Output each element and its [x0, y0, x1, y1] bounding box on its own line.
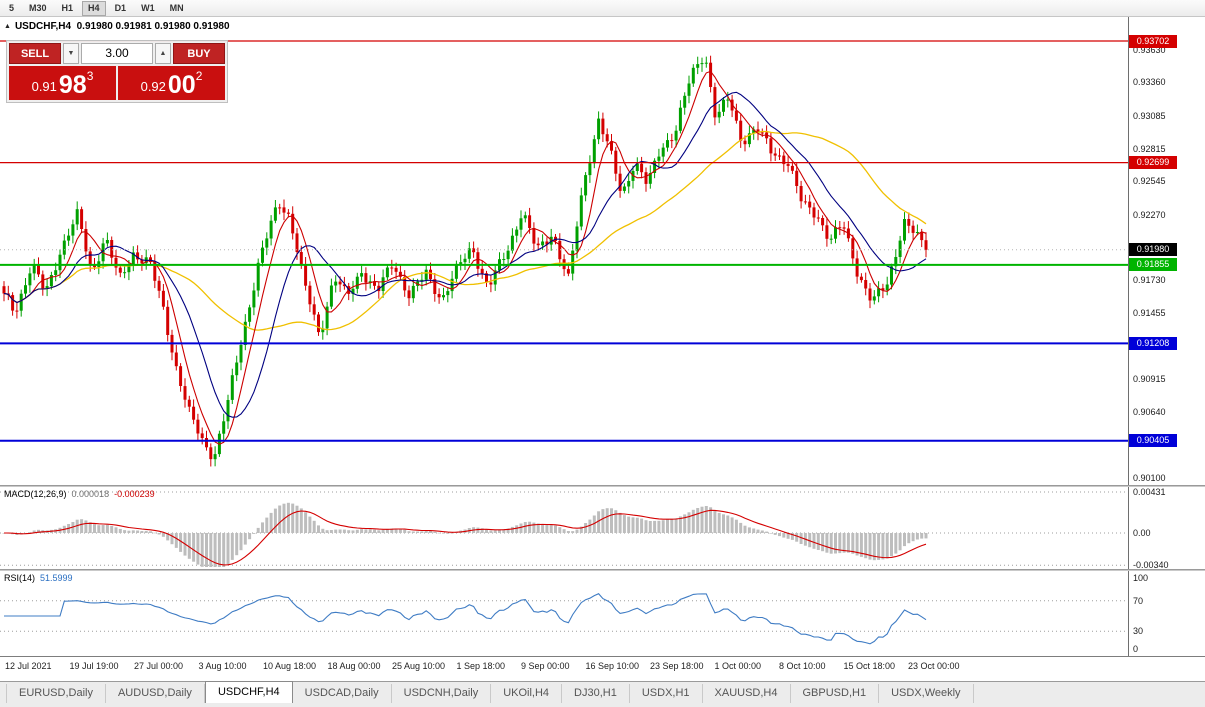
one-click-trade-panel: SELL ▼ 3.00 ▲ BUY 0.91 98 3 0.92 00 2 — [6, 40, 228, 103]
time-axis[interactable]: 12 Jul 2021 19 Jul 19:00 27 Jul 00:00 3 Aug… — [0, 656, 1205, 681]
rsi-line — [4, 593, 927, 645]
timeframe-button-mn[interactable]: MN — [169, 2, 184, 13]
price-axis[interactable] — [1128, 17, 1205, 656]
price-badge-0.92699: 0.92699 — [1129, 156, 1177, 170]
time-axis-label: 27 Jul 00:00 — [134, 661, 184, 671]
timeframe-button-5[interactable]: 5 — [9, 2, 15, 13]
price-axis-tick: 0.90640 — [1133, 407, 1166, 418]
collapse-arrow-icon[interactable]: ▲ — [4, 23, 11, 30]
time-axis-label: 1 Oct 00:00 — [714, 661, 762, 671]
timeframe-button-m30[interactable]: M30 — [29, 2, 47, 13]
rsi-axis-tick: 30 — [1133, 626, 1144, 637]
buy-price-big: 00 — [167, 71, 196, 99]
candlestick-series — [2, 55, 928, 467]
price-axis-separator — [1128, 17, 1129, 656]
chart-macd-splitter[interactable] — [0, 485, 1205, 487]
price-axis-tick: 0.93630 — [1133, 44, 1166, 55]
price-badge-0.93702: 0.93702 — [1129, 34, 1177, 48]
volume-decrease-button[interactable]: ▼ — [63, 43, 79, 64]
status-strip — [0, 703, 1205, 707]
price-badge-0.91980: 0.91980 — [1129, 243, 1177, 257]
chart-tab-usdcnh-daily[interactable]: USDCNH,Daily — [392, 684, 492, 703]
rsi-value: 51.5999 — [40, 573, 73, 583]
time-axis-label: 18 Aug 00:00 — [327, 661, 381, 671]
macd-signal-value: -0.000239 — [114, 489, 155, 499]
sell-price-big: 98 — [58, 71, 87, 99]
price-axis-tick: 0.91730 — [1133, 275, 1166, 286]
price-axis-tick: 0.93360 — [1133, 77, 1166, 88]
rsi-axis-tick: 70 — [1133, 595, 1144, 606]
time-axis-label: 3 Aug 10:00 — [198, 661, 247, 671]
price-badge-0.91208: 0.91208 — [1129, 336, 1177, 350]
chart-ohlc-values: 0.91980 0.91981 0.91980 0.91980 — [76, 21, 230, 32]
chart-tab-ukoil-h4[interactable]: UKOil,H4 — [491, 684, 563, 703]
time-axis-label: 23 Oct 00:00 — [908, 661, 960, 671]
price-axis-tick: 0.92815 — [1133, 143, 1166, 154]
chart-tab-usdx-weekly[interactable]: USDX,Weekly — [879, 684, 974, 703]
macd-rsi-splitter[interactable] — [0, 569, 1205, 571]
price-axis-tick: 0.93085 — [1133, 110, 1166, 121]
time-axis-label: 23 Sep 18:00 — [650, 661, 704, 671]
buy-price-display[interactable]: 0.92 00 2 — [118, 66, 225, 100]
sell-price-small: 0.91 — [31, 79, 57, 94]
time-axis-label: 15 Oct 18:00 — [843, 661, 896, 671]
timeframe-button-h1[interactable]: H1 — [61, 2, 74, 13]
macd-name-label: MACD(12,26,9) — [4, 489, 67, 499]
chart-symbol-label: USDCHF,H4 — [14, 21, 72, 32]
macd-axis-tick: 0.00 — [1133, 528, 1151, 538]
time-axis-label: 9 Sep 00:00 — [521, 661, 570, 671]
chart-tab-usdchf-h4[interactable]: USDCHF,H4 — [204, 681, 293, 703]
chart-tab-usdx-h1[interactable]: USDX,H1 — [630, 684, 703, 703]
macd-indicator-panel[interactable] — [0, 487, 1128, 569]
timeframe-toolbar: 5 M30 H1 H4 D1 W1 MN — [0, 0, 1205, 17]
chart-tab-xauusd-h4[interactable]: XAUUSD,H4 — [703, 684, 791, 703]
volume-increase-button[interactable]: ▲ — [155, 43, 171, 64]
price-axis-tick: 0.92545 — [1133, 176, 1166, 187]
price-axis-tick: 0.90915 — [1133, 373, 1166, 384]
time-axis-label: 25 Aug 10:00 — [392, 661, 446, 671]
rsi-name-label: RSI(14) — [4, 573, 36, 583]
chart-tab-gbpusd-h1[interactable]: GBPUSD,H1 — [791, 684, 880, 703]
rsi-indicator-panel[interactable] — [0, 571, 1128, 656]
price-badge-0.91855: 0.91855 — [1129, 258, 1177, 272]
price-axis-tick: 0.90100 — [1133, 472, 1166, 483]
buy-price-small: 0.92 — [140, 79, 166, 94]
rsi-axis-tick: 0 — [1133, 644, 1139, 654]
chart-ohlc-header: ▲ USDCHF,H4 0.91980 0.91981 0.91980 0.919… — [4, 21, 230, 32]
macd-axis-tick: 0.00431 — [1133, 487, 1166, 497]
sell-button[interactable]: SELL — [9, 43, 61, 64]
volume-input[interactable]: 3.00 — [81, 43, 153, 64]
price-badge-0.90405: 0.90405 — [1129, 434, 1177, 448]
macd-axis-tick: -0.00340 — [1133, 560, 1169, 571]
chart-tab-bar: EURUSD,Daily AUDUSD,Daily USDCHF,H4 USDCAD,… — [0, 681, 1205, 703]
macd-header: MACD(12,26,9) 0.000018 -0.000239 — [4, 489, 155, 499]
price-axis-tick: 0.92270 — [1133, 209, 1166, 220]
time-axis-label: 12 Jul 2021 — [5, 661, 52, 671]
time-axis-label: 19 Jul 19:00 — [69, 661, 119, 671]
price-axis-tick: 0.91455 — [1133, 308, 1166, 319]
time-axis-label: 10 Aug 18:00 — [263, 661, 317, 671]
timeframe-button-h4[interactable]: H4 — [82, 0, 106, 16]
time-axis-label: 8 Oct 10:00 — [779, 661, 826, 671]
macd-main-value: 0.000018 — [71, 489, 110, 499]
sell-price-display[interactable]: 0.91 98 3 — [9, 66, 116, 100]
chart-tab-audusd-daily[interactable]: AUDUSD,Daily — [106, 684, 205, 703]
rsi-header: RSI(14) 51.5999 — [4, 573, 73, 583]
ma-mid-line — [3, 91, 927, 418]
buy-price-superscript: 2 — [195, 69, 203, 83]
macd-histogram — [2, 502, 928, 567]
timeframe-button-d1[interactable]: D1 — [114, 2, 127, 13]
chart-tab-usdcad-daily[interactable]: USDCAD,Daily — [293, 684, 392, 703]
ma-fast-line — [3, 70, 927, 445]
time-axis-label: 1 Sep 18:00 — [456, 661, 506, 671]
time-axis-label: 16 Sep 10:00 — [585, 661, 640, 671]
chart-tab-eurusd-daily[interactable]: EURUSD,Daily — [6, 684, 106, 703]
chart-tab-dj30-h1[interactable]: DJ30,H1 — [562, 684, 630, 703]
buy-button[interactable]: BUY — [173, 43, 225, 64]
macd-signal-line — [4, 509, 927, 566]
rsi-axis-tick: 100 — [1133, 573, 1149, 583]
timeframe-button-w1[interactable]: W1 — [141, 2, 155, 13]
sell-price-superscript: 3 — [86, 69, 94, 83]
